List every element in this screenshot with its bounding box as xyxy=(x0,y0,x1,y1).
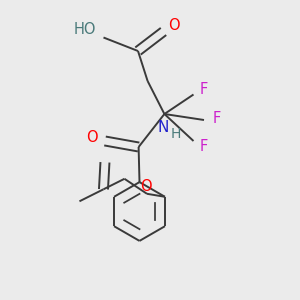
Text: O: O xyxy=(168,18,180,33)
Text: H: H xyxy=(171,127,181,140)
Text: O: O xyxy=(86,130,98,146)
Text: O: O xyxy=(140,179,151,194)
Text: F: F xyxy=(200,82,208,97)
Text: HO: HO xyxy=(74,22,96,38)
Text: N: N xyxy=(158,120,169,135)
Text: F: F xyxy=(212,111,221,126)
Text: F: F xyxy=(200,139,208,154)
